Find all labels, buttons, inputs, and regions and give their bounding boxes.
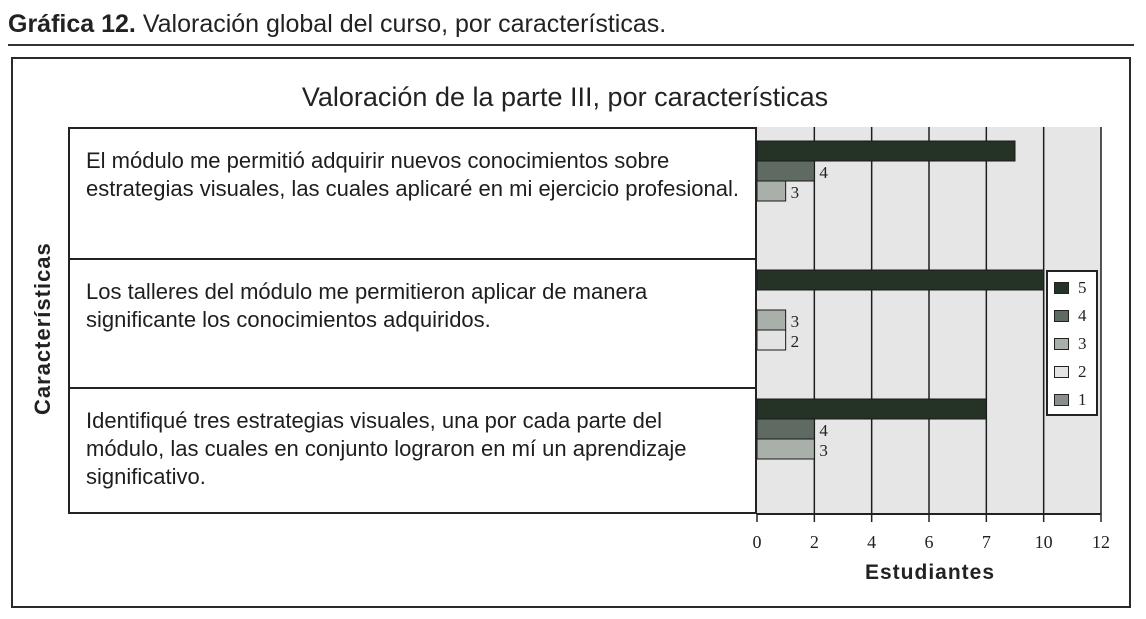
x-tick-label-2: 4 bbox=[867, 532, 876, 552]
bar-1-series-3 bbox=[756, 180, 787, 202]
legend-swatch-5 bbox=[1054, 282, 1069, 294]
legend-item-5: 5 bbox=[1054, 278, 1098, 300]
x-tick-label-6: 12 bbox=[1092, 532, 1110, 552]
bar-3-series-3 bbox=[756, 438, 815, 460]
bar-label-2-series-2: 2 bbox=[791, 332, 800, 351]
legend-swatch-4 bbox=[1054, 310, 1069, 322]
x-axis-title: Estudiantes bbox=[864, 561, 996, 584]
legend-item-4: 4 bbox=[1054, 306, 1098, 328]
category-label-1: El módulo me permitió adquirir nuevos co… bbox=[86, 148, 739, 201]
legend-swatch-2 bbox=[1054, 366, 1069, 378]
bar-label-3-series-3: 3 bbox=[819, 441, 828, 460]
figure-caption: Gráfica 12. Valoración global del curso,… bbox=[8, 10, 666, 39]
chart-frame bbox=[11, 57, 1131, 608]
legend: 5 4 3 2 1 bbox=[1046, 270, 1098, 416]
legend-label-2: 2 bbox=[1078, 362, 1087, 381]
category-label-2: Los talleres del módulo me permitieron a… bbox=[70, 258, 755, 387]
legend-swatch-3 bbox=[1054, 338, 1069, 350]
bar-label-1-series-3: 3 bbox=[791, 183, 800, 202]
bar-label-1-series-4: 4 bbox=[819, 163, 828, 182]
x-tick-label-0: 0 bbox=[753, 532, 762, 552]
legend-item-2: 2 bbox=[1054, 362, 1098, 384]
chart-title: Valoración de la parte III, por caracter… bbox=[301, 82, 829, 112]
legend-item-3: 3 bbox=[1054, 334, 1098, 356]
legend-label-4: 4 bbox=[1078, 306, 1087, 325]
figure-caption-text: Valoración global del curso, por caracte… bbox=[142, 10, 667, 38]
legend-item-1: 1 bbox=[1054, 390, 1098, 412]
caption-rule bbox=[8, 44, 1134, 46]
bar-3-series-4 bbox=[756, 418, 815, 440]
legend-swatch-1 bbox=[1054, 394, 1069, 406]
legend-label-1: 1 bbox=[1078, 390, 1087, 409]
x-tick-label-3: 6 bbox=[925, 532, 934, 552]
category-label-3: Identifiqué tres estrategias visuales, u… bbox=[70, 387, 755, 516]
bar-1-series-5 bbox=[756, 140, 1016, 162]
figure-caption-label: Gráfica 12. bbox=[8, 10, 136, 38]
bar-1-series-4 bbox=[756, 160, 815, 182]
x-tick-label-4: 7 bbox=[982, 532, 991, 552]
legend-label-5: 5 bbox=[1078, 278, 1087, 297]
bar-2-series-3 bbox=[756, 309, 787, 331]
x-tick-label-5: 10 bbox=[1035, 532, 1053, 552]
bar-2-series-5 bbox=[756, 269, 1045, 291]
category-table: El módulo me permitió adquirir nuevos co… bbox=[68, 127, 757, 514]
bar-2-series-2 bbox=[756, 329, 787, 351]
bar-3-series-5 bbox=[756, 398, 987, 420]
x-tick-label-1: 2 bbox=[810, 532, 819, 552]
bar-label-2-series-3: 3 bbox=[791, 312, 800, 331]
legend-label-3: 3 bbox=[1078, 334, 1087, 353]
bar-label-3-series-4: 4 bbox=[819, 421, 828, 440]
